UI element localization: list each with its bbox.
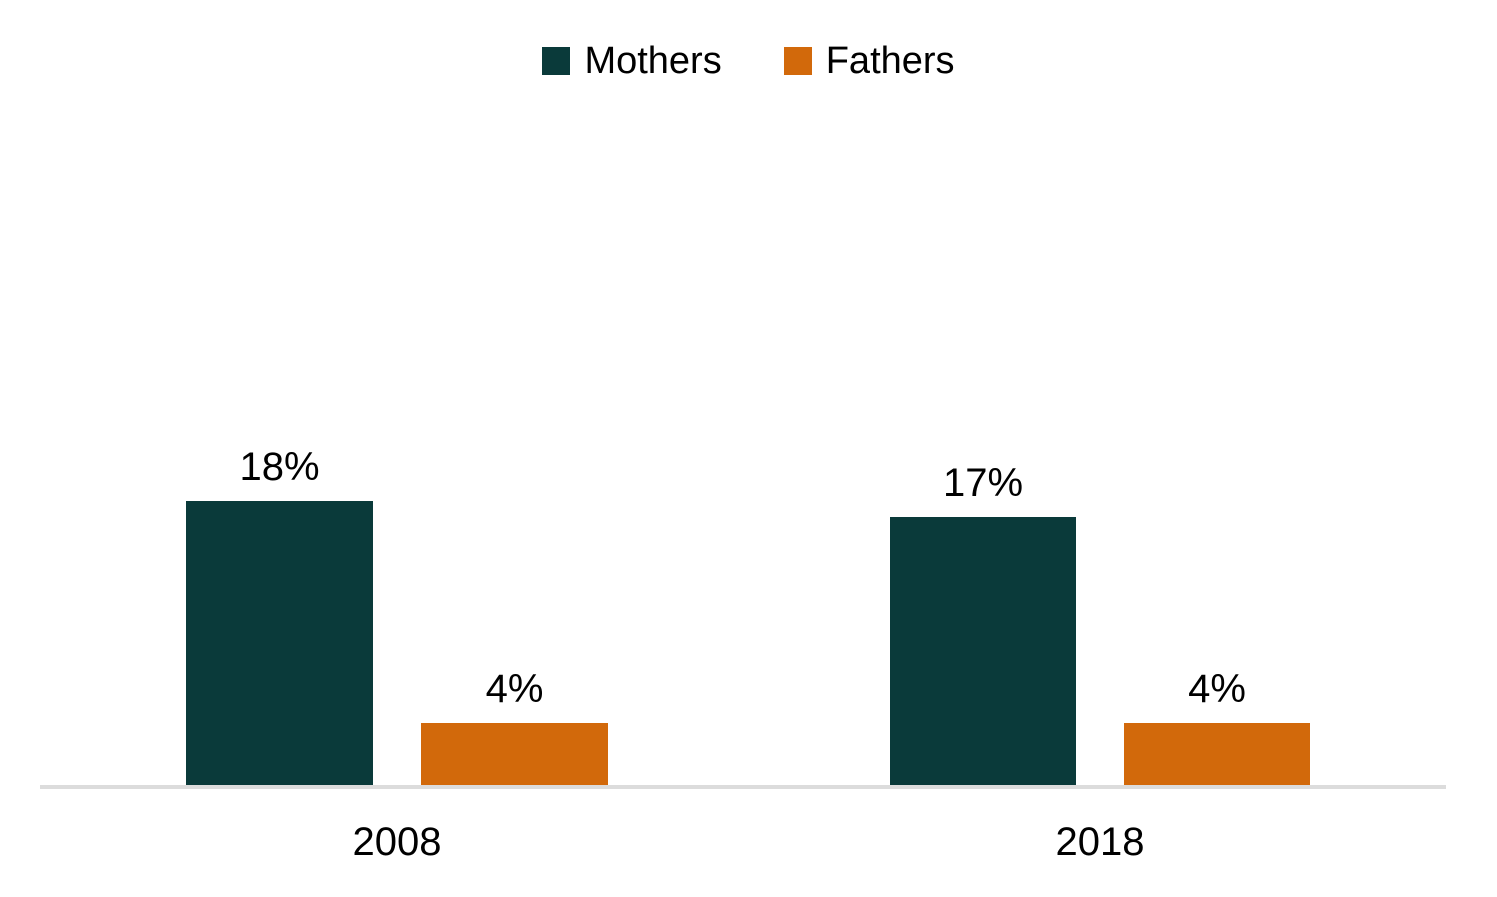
bar-column-fathers-2008: 4%	[421, 669, 608, 787]
legend-label-fathers: Fathers	[825, 40, 955, 82]
legend-item-mothers: Mothers	[542, 40, 722, 82]
bar-column-fathers-2018: 4%	[1124, 669, 1310, 787]
bar-mothers-2018	[890, 517, 1076, 787]
x-axis-label-2008: 2008	[352, 820, 442, 864]
bar-fathers-2008	[421, 723, 608, 787]
bar-column-mothers-2018: 17%	[890, 463, 1076, 787]
value-label-fathers-2008: 4%	[485, 667, 544, 711]
x-axis-line	[40, 785, 1446, 789]
value-label-mothers-2008: 18%	[239, 445, 320, 489]
legend-label-mothers: Mothers	[584, 40, 722, 82]
bar-mothers-2008	[186, 501, 373, 787]
fathers-swatch-icon	[783, 47, 812, 75]
mothers-swatch-icon	[542, 47, 571, 75]
bar-column-mothers-2008: 18%	[186, 447, 373, 787]
value-label-fathers-2018: 4%	[1188, 667, 1246, 711]
x-axis-label-2018: 2018	[1055, 820, 1145, 864]
value-label-mothers-2018: 17%	[942, 461, 1024, 505]
bar-fathers-2018	[1124, 723, 1310, 787]
legend-item-fathers: Fathers	[783, 40, 955, 82]
chart-legend: Mothers Fathers	[0, 42, 1497, 80]
